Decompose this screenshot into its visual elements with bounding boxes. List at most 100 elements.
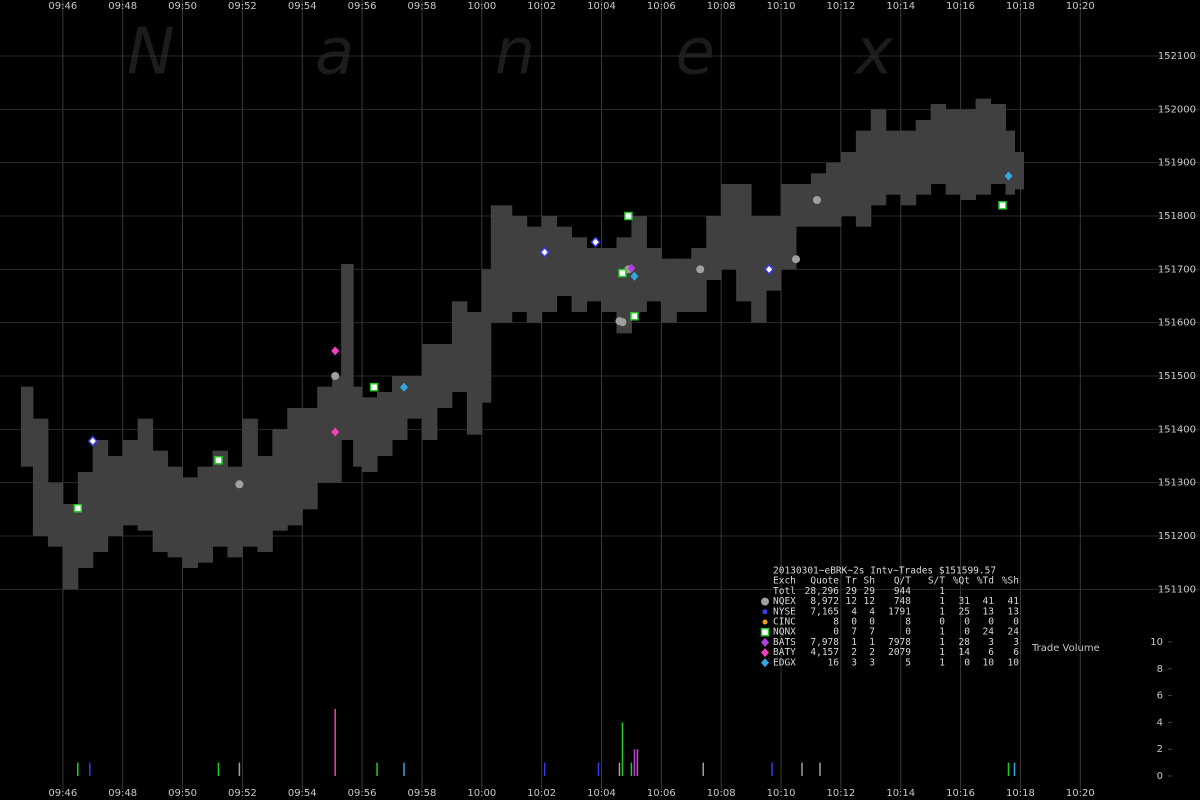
legend-cell: 6: [1013, 647, 1019, 658]
legend-marker: [760, 627, 770, 637]
legend-header: %Qt: [953, 576, 970, 587]
legend-cell: 7: [851, 627, 857, 638]
x-tick-label: 10:14: [886, 1, 915, 12]
trade-point: [539, 246, 550, 258]
quote-band: [796, 184, 812, 227]
quote-band: [122, 440, 139, 526]
x-tick-label: 10:20: [1066, 788, 1095, 799]
legend-cell: 24: [983, 627, 995, 638]
quote-band: [766, 216, 782, 291]
quote-band: [870, 109, 887, 206]
legend-header: Quote: [810, 576, 839, 587]
trade-point: [764, 263, 775, 275]
legend-cell: 3: [1013, 637, 1019, 648]
quote-band: [825, 162, 842, 227]
legend-cell: 7,165: [810, 606, 839, 617]
trade-point: [630, 271, 639, 281]
x-tick-label: 10:00: [467, 788, 496, 799]
quote-band: [601, 248, 617, 312]
quote-band: [676, 258, 692, 312]
legend-cell: 7,978: [810, 637, 839, 648]
x-tick-label: 10:12: [826, 1, 855, 12]
quote-band: [915, 120, 932, 195]
legend-cell: 4,157: [810, 647, 839, 658]
legend-cell: 1: [939, 596, 945, 607]
quote-band: [272, 429, 288, 531]
x-tick-label: 09:54: [288, 788, 317, 799]
legend-cell: 0: [869, 617, 875, 628]
quote-band: [377, 392, 393, 456]
legend-cell: 0: [905, 627, 911, 638]
trade-point: [331, 346, 340, 356]
x-tick-label: 09:58: [408, 1, 437, 12]
volume-title: Trade Volume: [1031, 643, 1100, 654]
legend-cell: 14: [959, 647, 971, 658]
legend-cell: 2: [869, 647, 875, 658]
trade-point: [812, 196, 821, 204]
legend-cell: 4: [851, 606, 857, 617]
quote-band: [855, 130, 872, 227]
legend-marker: [761, 658, 769, 668]
quote-band: [242, 418, 258, 547]
quote-band: [706, 216, 722, 280]
legend-cell: 3: [988, 637, 994, 648]
quote-band: [353, 386, 363, 467]
y-tick-label: 151900: [1158, 158, 1196, 169]
legend-cell: 2: [851, 647, 857, 658]
quote-band: [20, 386, 34, 467]
y-tick-label: 152100: [1158, 51, 1196, 62]
quote-band: [32, 418, 49, 536]
legend-cell: 28: [959, 637, 971, 648]
quote-band: [1005, 130, 1015, 195]
legend-cell: 1791: [888, 606, 911, 617]
quote-band: [227, 466, 243, 558]
quote-band: [900, 130, 917, 206]
legend-cell: 7: [869, 627, 875, 638]
legend-cell: 8: [833, 617, 839, 628]
quote-band: [392, 376, 408, 440]
legend-header: Exch: [773, 576, 796, 587]
y-tick-label: 6: [1157, 691, 1163, 702]
quote-band: [137, 418, 154, 531]
y-tick-label: 151600: [1158, 318, 1196, 329]
quote-band: [466, 312, 483, 435]
quote-band: [960, 109, 977, 200]
quote-band: [212, 450, 228, 547]
y-tick-label: 4: [1157, 717, 1163, 728]
quote-band: [975, 98, 992, 195]
legend-header: %Sh: [1002, 576, 1019, 587]
quote-band: [47, 482, 64, 547]
trade-point: [624, 211, 633, 221]
quote-band: [406, 376, 423, 419]
legend-header: S/T: [928, 576, 945, 587]
x-tick-label: 10:20: [1066, 1, 1095, 12]
legend-cell: 41: [983, 596, 995, 607]
watermark: N a n e x: [127, 16, 953, 90]
legend-cell: 1: [939, 606, 945, 617]
y-tick-label: 2: [1157, 744, 1163, 755]
y-tick-label: 8: [1157, 664, 1163, 675]
y-tick-label: 10: [1150, 637, 1163, 648]
legend-cell: 2079: [888, 647, 911, 658]
trade-point: [618, 268, 627, 278]
x-tick-label: 09:46: [48, 1, 77, 12]
legend-cell: 0: [964, 627, 970, 638]
x-tick-label: 10:04: [587, 788, 616, 799]
quote-band: [197, 466, 213, 563]
quote-band: [302, 408, 318, 510]
x-tick-label: 09:50: [168, 1, 197, 12]
x-tick-label: 10:00: [467, 1, 496, 12]
x-tick-label: 10:18: [1006, 788, 1035, 799]
quote-band: [945, 109, 962, 195]
x-tick-label: 10:08: [707, 788, 736, 799]
quote-band: [341, 264, 354, 440]
legend-marker: [762, 619, 768, 625]
quote-band: [691, 248, 707, 312]
legend-cell: 8: [905, 617, 911, 628]
y-tick-label: 151800: [1158, 211, 1196, 222]
trade-point: [792, 255, 801, 264]
trade-point: [630, 312, 639, 321]
trade-point: [235, 480, 244, 489]
quote-band: [317, 386, 333, 483]
